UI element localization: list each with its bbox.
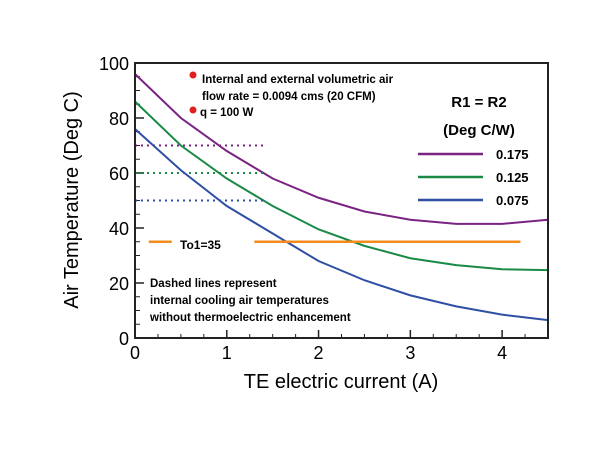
x-tick-label: 2 bbox=[314, 343, 324, 363]
bullet-dot bbox=[189, 71, 197, 79]
y-axis-label: Air Temperature (Deg C) bbox=[61, 91, 83, 308]
legend-title-1: R1 = R2 bbox=[451, 94, 506, 111]
y-tick-label: 60 bbox=[109, 164, 129, 184]
series-line-0.125 bbox=[134, 100, 549, 272]
x-tick-label: 1 bbox=[222, 343, 232, 363]
legend-label: 0.175 bbox=[496, 147, 529, 162]
annotation-q: q = 100 W bbox=[200, 107, 254, 119]
note-line-1: Dashed lines represent bbox=[150, 278, 277, 290]
legend-title-2: (Deg C/W) bbox=[443, 122, 515, 139]
y-tick-label: 100 bbox=[99, 54, 129, 74]
x-tick-label: 3 bbox=[405, 343, 415, 363]
y-tick-label: 40 bbox=[109, 219, 129, 239]
series-line-0.175 bbox=[134, 73, 549, 225]
bullet-dot bbox=[189, 106, 197, 114]
note-line-2: internal cooling air temperatures bbox=[150, 295, 329, 307]
legend-label: 0.075 bbox=[496, 193, 529, 208]
y-tick-label: 0 bbox=[119, 329, 129, 349]
legend-label: 0.125 bbox=[496, 170, 529, 185]
note-line-3: without thermoelectric enhancement bbox=[149, 312, 351, 324]
x-axis-label: TE electric current (A) bbox=[244, 371, 438, 393]
series-line-0.075 bbox=[134, 128, 549, 322]
x-tick-label: 4 bbox=[497, 343, 507, 363]
x-tick-label: 0 bbox=[130, 343, 140, 363]
annotation-flow-2: flow rate = 0.0094 cms (20 CFM) bbox=[202, 91, 376, 103]
y-tick-label: 20 bbox=[109, 274, 129, 294]
annotation-flow-1: Internal and external volumetric air bbox=[202, 74, 394, 86]
reference-label: To1=35 bbox=[180, 238, 221, 252]
plot-frame bbox=[134, 62, 549, 339]
y-tick-label: 80 bbox=[109, 109, 129, 129]
